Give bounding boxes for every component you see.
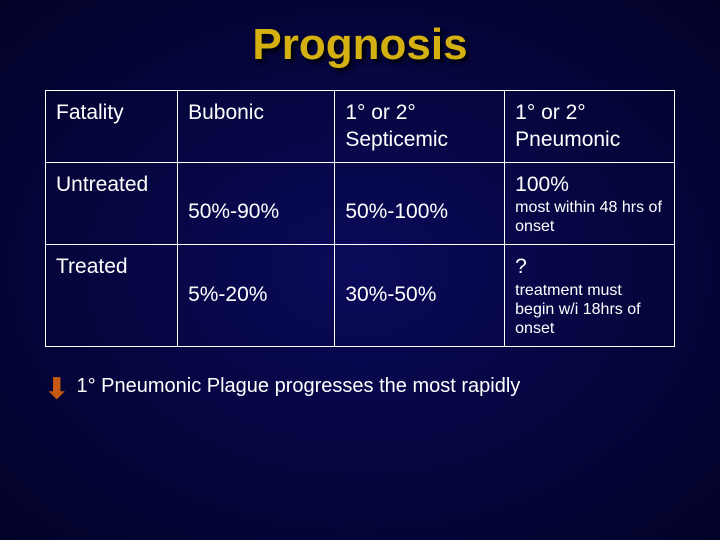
- table-header-row: Fatality Bubonic 1° or 2° Septicemic 1° …: [46, 91, 675, 163]
- cell-untreated-pneumonic: 100% most within 48 hrs of onset: [505, 162, 675, 245]
- value-untreated-septicemic: 50%-100%: [345, 200, 448, 223]
- value-untreated-pneumonic: 100%: [515, 173, 569, 196]
- footnote-text: 1° Pneumonic Plague progresses the most …: [76, 375, 520, 398]
- cell-treated-septicemic: 30%-50%: [335, 245, 505, 347]
- note-untreated-pneumonic: most within 48 hrs of onset: [515, 198, 664, 236]
- row-label-treated: Treated: [46, 245, 178, 347]
- page-title: Prognosis: [45, 20, 675, 70]
- cell-untreated-septicemic: 50%-100%: [335, 162, 505, 245]
- down-arrow-icon: ⬇: [45, 375, 68, 403]
- value-treated-pneumonic: ?: [515, 255, 527, 278]
- prognosis-table: Fatality Bubonic 1° or 2° Septicemic 1° …: [45, 90, 675, 347]
- cell-treated-bubonic: 5%-20%: [178, 245, 335, 347]
- row-label-untreated: Untreated: [46, 162, 178, 245]
- value-treated-septicemic: 30%-50%: [345, 283, 436, 306]
- value-treated-bubonic: 5%-20%: [188, 283, 267, 306]
- note-treated-pneumonic: treatment must begin w/i 18hrs of onset: [515, 281, 664, 339]
- cell-treated-pneumonic: ? treatment must begin w/i 18hrs of onse…: [505, 245, 675, 347]
- cell-untreated-bubonic: 50%-90%: [178, 162, 335, 245]
- header-fatality: Fatality: [46, 91, 178, 163]
- value-untreated-bubonic: 50%-90%: [188, 200, 279, 223]
- footnote-row: ⬇ 1° Pneumonic Plague progresses the mos…: [45, 375, 675, 403]
- header-septicemic: 1° or 2° Septicemic: [335, 91, 505, 163]
- header-pneumonic: 1° or 2° Pneumonic: [505, 91, 675, 163]
- table-row-treated: Treated 5%-20% 30%-50% ? treatment must …: [46, 245, 675, 347]
- header-bubonic: Bubonic: [178, 91, 335, 163]
- table-row-untreated: Untreated 50%-90% 50%-100% 100% most wit…: [46, 162, 675, 245]
